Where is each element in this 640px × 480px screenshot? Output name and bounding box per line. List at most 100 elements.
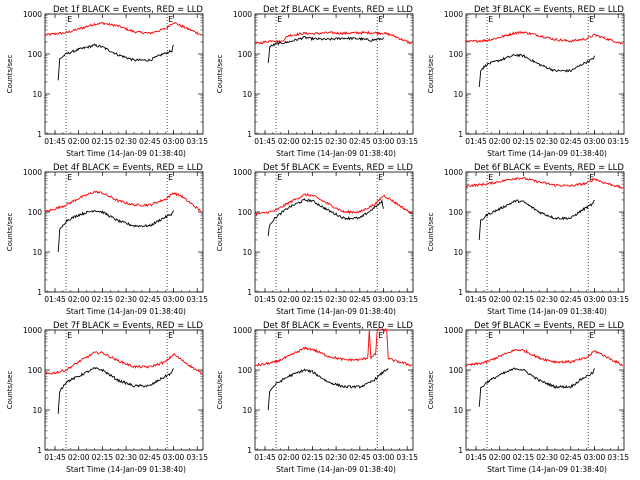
- events-rate-line: [57, 366, 174, 414]
- x-tick-label: 03:00: [584, 295, 606, 304]
- lld-rate-line: [465, 30, 624, 45]
- y-axis-label: Counts/sec: [216, 371, 224, 410]
- x-axis-label: Start Time (14-Jan-09 01:38:40): [276, 307, 396, 316]
- marker-letter: E: [67, 15, 72, 24]
- x-axis-label: Start Time (14-Jan-09 01:38:40): [276, 465, 396, 474]
- marker-letter: E: [277, 331, 282, 340]
- x-tick-label: 02:30: [325, 453, 347, 462]
- panel-title: Det 7f BLACK = Events, RED = LLD: [53, 321, 203, 331]
- events-rate-line: [478, 53, 595, 88]
- y-tick-label: 10: [453, 406, 463, 415]
- x-tick-label: 01:45: [465, 295, 487, 304]
- x-axis-label: Start Time (14-Jan-09 01:38:40): [66, 149, 186, 158]
- x-tick-label: 02:00: [278, 453, 300, 462]
- panel-title: Det 8f BLACK = Events, RED = LLD: [263, 321, 413, 331]
- y-tick-label: 100: [238, 208, 253, 217]
- x-tick-label: 01:45: [254, 137, 276, 146]
- marker-letter: E: [589, 15, 594, 24]
- y-axis-label: Counts/sec: [6, 371, 14, 410]
- x-tick-label: 02:00: [68, 137, 90, 146]
- y-tick-label: 1000: [23, 168, 42, 177]
- x-tick-label: 03:15: [396, 295, 418, 304]
- x-tick-label: 02:30: [325, 295, 347, 304]
- y-tick-label: 1: [37, 130, 42, 139]
- marker-letter: E: [589, 173, 594, 182]
- x-tick-label: 02:45: [349, 137, 371, 146]
- events-rate-line: [267, 198, 384, 237]
- x-tick-label: 01:45: [254, 295, 276, 304]
- y-tick-label: 1000: [23, 326, 42, 335]
- y-tick-label: 1: [247, 130, 252, 139]
- y-tick-label: 1000: [233, 168, 252, 177]
- plot-frame: [465, 329, 625, 451]
- lld-rate-line: [44, 21, 202, 36]
- x-tick-label: 03:00: [584, 137, 606, 146]
- x-tick-label: 02:15: [92, 295, 114, 304]
- x-tick-label: 03:00: [584, 453, 606, 462]
- x-tick-label: 02:00: [68, 453, 90, 462]
- x-tick-label: 03:15: [396, 137, 418, 146]
- x-tick-label: 02:15: [513, 453, 535, 462]
- y-tick-label: 10: [242, 90, 252, 99]
- marker-letter: E: [168, 15, 173, 24]
- panel-title: Det 9f BLACK = Events, RED = LLD: [474, 321, 624, 331]
- x-tick-label: 02:30: [115, 137, 137, 146]
- panel-title: Det 4f BLACK = Events, RED = LLD: [53, 163, 203, 173]
- x-tick-label: 03:15: [607, 295, 629, 304]
- y-tick-label: 10: [242, 406, 252, 415]
- panel-title: Det 2f BLACK = Events, RED = LLD: [263, 5, 413, 15]
- x-tick-label: 02:15: [302, 453, 324, 462]
- panel-title: Det 6f BLACK = Events, RED = LLD: [474, 163, 624, 173]
- panel-4: Det 4f BLACK = Events, RED = LLD Counts/s…: [6, 163, 208, 316]
- x-axis-label: Start Time (14-Jan-09 01:38:40): [66, 307, 186, 316]
- y-tick-label: 1: [458, 446, 463, 455]
- y-tick-label: 1000: [233, 10, 252, 19]
- events-rate-line: [267, 368, 389, 411]
- y-tick-label: 100: [28, 366, 43, 375]
- x-tick-label: 03:00: [163, 453, 185, 462]
- x-tick-label: 02:00: [278, 137, 300, 146]
- y-tick-label: 100: [238, 366, 253, 375]
- marker-letter: E: [589, 331, 594, 340]
- y-tick-label: 1000: [444, 326, 463, 335]
- y-tick-label: 1000: [444, 168, 463, 177]
- x-tick-label: 02:30: [536, 137, 558, 146]
- x-tick-label: 02:45: [349, 295, 371, 304]
- x-tick-label: 02:00: [489, 453, 511, 462]
- x-tick-label: 02:45: [560, 453, 582, 462]
- x-tick-label: 03:00: [163, 137, 185, 146]
- x-tick-label: 03:15: [607, 137, 629, 146]
- y-tick-label: 100: [449, 50, 464, 59]
- x-tick-label: 03:00: [373, 137, 395, 146]
- y-tick-label: 100: [449, 208, 464, 217]
- x-tick-label: 02:15: [92, 137, 114, 146]
- lld-rate-line: [44, 350, 203, 376]
- y-axis-label: Counts/sec: [216, 213, 224, 252]
- panel-9: Det 9f BLACK = Events, RED = LLD Counts/s…: [427, 321, 629, 474]
- x-tick-label: 01:45: [44, 295, 66, 304]
- marker-letter: E: [168, 331, 173, 340]
- y-tick-label: 100: [449, 366, 464, 375]
- x-tick-label: 01:45: [465, 137, 487, 146]
- x-tick-label: 03:15: [396, 453, 418, 462]
- plot-frame: [254, 329, 414, 451]
- x-tick-label: 01:45: [254, 453, 276, 462]
- x-axis-label: Start Time (14-Jan-09 01:38:40): [487, 465, 607, 474]
- y-tick-label: 1: [247, 288, 252, 297]
- x-tick-label: 03:00: [373, 453, 395, 462]
- marker-letter: E: [488, 15, 493, 24]
- x-tick-label: 02:45: [560, 295, 582, 304]
- x-tick-label: 03:15: [186, 453, 208, 462]
- y-tick-label: 100: [28, 208, 43, 217]
- events-rate-line: [57, 209, 174, 253]
- x-tick-label: 02:15: [513, 295, 535, 304]
- y-axis-label: Counts/sec: [427, 371, 435, 410]
- lld-rate-line: [465, 348, 624, 367]
- plot-frame: [465, 13, 625, 135]
- x-tick-label: 02:45: [139, 137, 161, 146]
- x-tick-label: 02:30: [536, 453, 558, 462]
- x-tick-label: 02:00: [278, 295, 300, 304]
- plot-frame: [465, 171, 625, 293]
- marker-letter: E: [277, 173, 282, 182]
